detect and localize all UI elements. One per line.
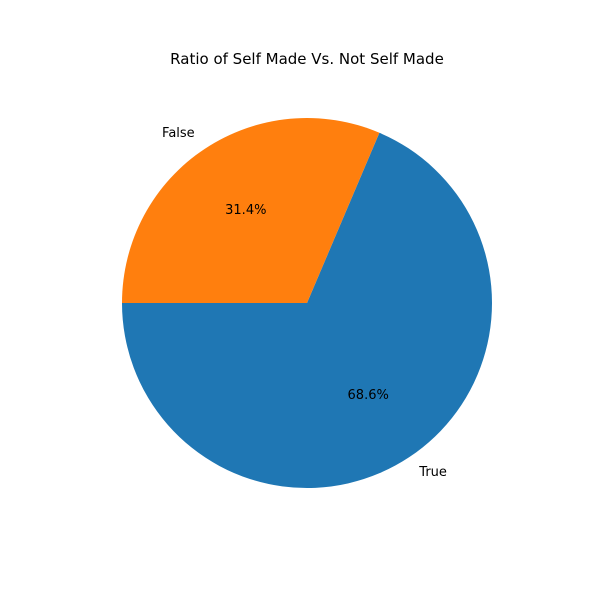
pie-labels: True 68.6% False 31.4% [162, 126, 447, 480]
pie-slice-true [122, 132, 493, 489]
slice-category-label: False [162, 126, 195, 141]
pie-slice-false [122, 118, 380, 303]
chart-title: Ratio of Self Made Vs. Not Self Made [170, 50, 444, 68]
slice-percent-label: 31.4% [225, 203, 266, 218]
slice-category-label: True [418, 465, 447, 480]
slice-percent-label: 68.6% [348, 388, 389, 403]
pie-slices [122, 118, 493, 489]
